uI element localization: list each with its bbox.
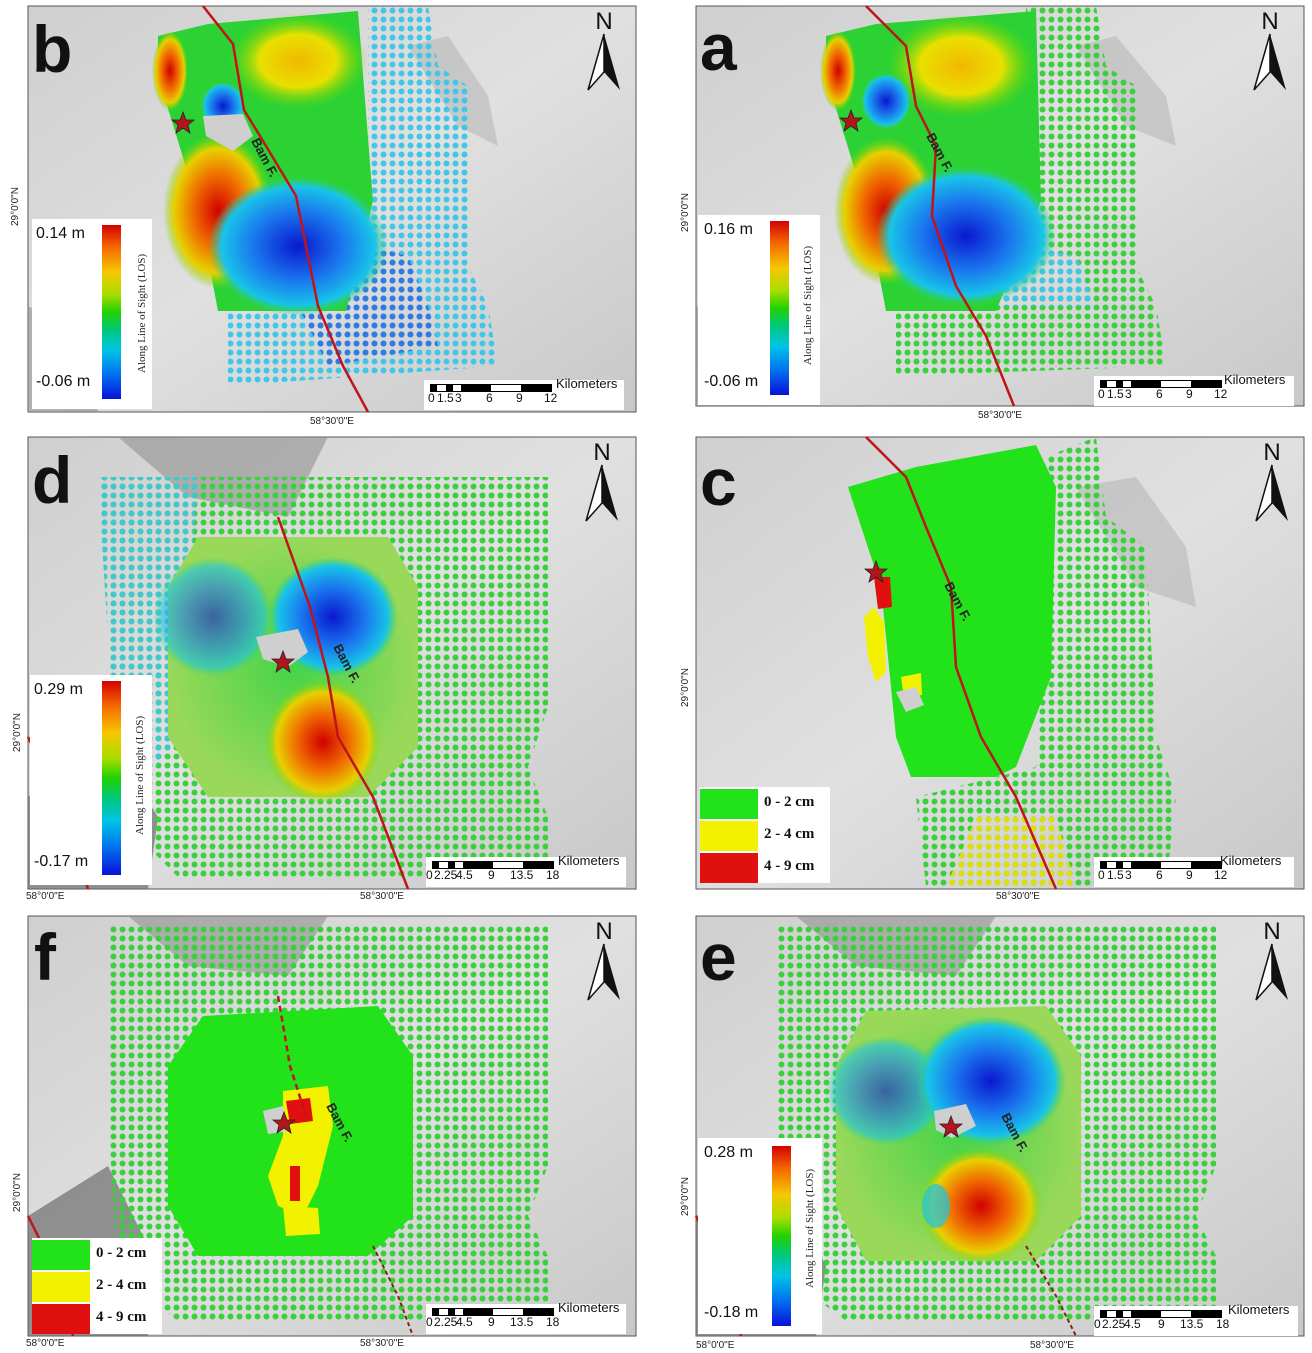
colorbar-max-b: 0.14 m — [36, 225, 85, 243]
scale-bar-f: Kilometers 0 2.25 4.5 9 13.5 18 — [426, 1300, 626, 1334]
lon-label-a: 58°30'0"E — [978, 410, 1022, 421]
legend-swatch-mid — [32, 1272, 90, 1302]
map-panel-d: Bam F. d N Along Line of Sight (LOS) 0.2… — [12, 436, 637, 902]
lat-label-a: 29°0'0"N — [680, 193, 691, 232]
legend-swatch-high — [700, 853, 758, 883]
legend-swatch-mid — [700, 821, 758, 851]
map-panel-b: Bam F. b N Along Line of Sight (LOS) 0.1… — [10, 5, 637, 427]
legend-swatch-high — [32, 1304, 90, 1334]
class-legend-c: 0 - 2 cm 2 - 4 cm 4 - 9 cm — [700, 787, 830, 883]
north-arrow-icon: N — [584, 918, 624, 1001]
north-arrow-icon: N — [1252, 918, 1292, 1001]
lat-label-f: 29°0'0"N — [12, 1173, 23, 1212]
colorbar-max-a: 0.16 m — [704, 221, 753, 239]
panel-letter-d: d — [32, 443, 73, 517]
epicenter-star-icon — [170, 110, 196, 134]
scale-bar-c: Kilometers 0 1.5 3 6 9 12 — [1094, 853, 1294, 887]
colorbar-min-e: -0.18 m — [704, 1304, 759, 1322]
lat-label-d: 29°0'0"N — [12, 713, 23, 752]
colorbar-a: Along Line of Sight (LOS) 0.16 m -0.06 m — [698, 215, 820, 405]
epicenter-star-icon — [938, 1114, 964, 1138]
colorbar-min-a: -0.06 m — [704, 373, 759, 391]
scale-bar-a: Kilometers 0 1.5 3 6 9 12 — [1094, 372, 1294, 406]
epicenter-star-icon — [271, 1110, 297, 1134]
north-arrow-icon: N — [1250, 8, 1290, 91]
colorbar-min-d: -0.17 m — [34, 853, 89, 871]
map-panel-a: Bam F. a N Along Line of Sight (LOS) 0.1… — [680, 5, 1305, 421]
class-legend-f: 0 - 2 cm 2 - 4 cm 4 - 9 cm — [32, 1238, 162, 1334]
north-arrow-icon: N — [1252, 439, 1292, 522]
colorbar-e: Along Line of Sight (LOS) 0.28 m -0.18 m — [698, 1138, 822, 1334]
lon-label-d-2: 58°30'0"E — [360, 891, 404, 902]
scale-bar-b: Kilometers 0 1.5 3 6 9 12 — [424, 376, 624, 410]
lon-label-c: 58°30'0"E — [996, 891, 1040, 902]
scale-bar-e: Kilometers 0 2.25 4.5 9 13.5 18 — [1094, 1302, 1298, 1336]
colorbar-min-b: -0.06 m — [36, 373, 91, 391]
colorbar-max-e: 0.28 m — [704, 1144, 753, 1162]
map-panel-e: Bam F. e N Along Line of Sight (LOS) 0.2… — [680, 915, 1305, 1351]
panel-letter-c: c — [700, 445, 737, 519]
map-canvas-a: Bam F. — [695, 5, 1305, 407]
lat-label-c: 29°0'0"N — [680, 668, 691, 707]
panel-letter-b: b — [32, 12, 73, 86]
legend-swatch-low — [32, 1240, 90, 1270]
colorbar-d: Along Line of Sight (LOS) 0.29 m -0.17 m — [30, 675, 152, 885]
scale-bar-d: Kilometers 0 2.25 4.5 9 13.5 18 — [426, 853, 626, 887]
epicenter-star-icon — [270, 649, 296, 673]
map-canvas-c: Bam F. — [695, 436, 1305, 890]
panel-letter-a: a — [700, 10, 737, 84]
panel-letter-f: f — [34, 920, 56, 994]
north-arrow-icon: N — [582, 439, 622, 522]
epicenter-star-icon — [838, 108, 864, 132]
lon-label-e-1: 58°0'0"E — [696, 1340, 735, 1351]
lon-label-f-1: 58°0'0"E — [26, 1338, 65, 1349]
lat-label-e: 29°0'0"N — [680, 1177, 691, 1216]
lon-label-f-2: 58°30'0"E — [360, 1338, 404, 1349]
legend-swatch-low — [700, 789, 758, 819]
colorbar-max-d: 0.29 m — [34, 681, 83, 699]
map-panel-c: Bam F. c N 0 - 2 cm 2 - 4 cm 4 - 9 cm Ki… — [680, 436, 1305, 902]
north-arrow-icon: N — [584, 8, 624, 91]
lon-label-b: 58°30'0"E — [310, 416, 354, 427]
lon-label-e-2: 58°30'0"E — [1030, 1340, 1074, 1351]
lat-label-b: 29°0'0"N — [10, 187, 21, 226]
map-canvas-b: Bam F. — [27, 5, 637, 413]
lon-label-d-1: 58°0'0"E — [26, 891, 65, 902]
epicenter-star-icon — [863, 559, 889, 583]
colorbar-b: Along Line of Sight (LOS) 0.14 m -0.06 m — [32, 219, 152, 409]
map-panel-f: Bam F. f N 0 - 2 cm 2 - 4 cm 4 - 9 cm Ki… — [12, 915, 637, 1349]
panel-letter-e: e — [700, 920, 737, 994]
